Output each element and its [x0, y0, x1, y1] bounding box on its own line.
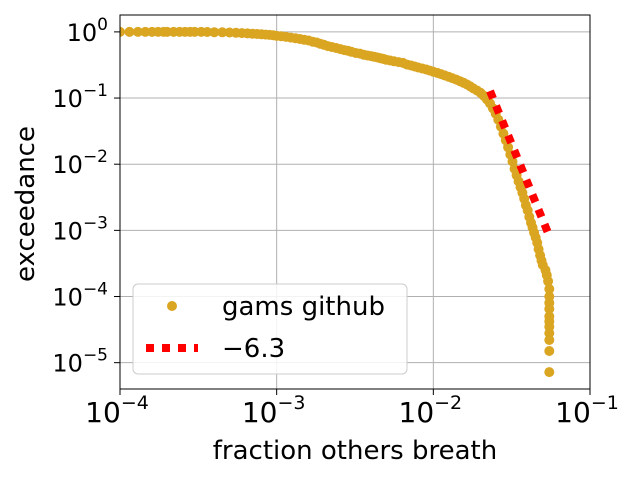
data-point — [544, 346, 555, 356]
data-point — [209, 27, 220, 38]
y-tick-label: 10−4 — [52, 280, 108, 312]
y-tick-label: 10−1 — [52, 81, 108, 113]
data-point — [544, 367, 555, 378]
plot-frame — [119, 14, 591, 390]
data-point — [202, 27, 213, 37]
x-tick-label: 10−2 — [399, 392, 463, 429]
data-point — [543, 276, 554, 287]
legend-label-gams-github: gams github — [222, 292, 385, 322]
x-tick-label: 10−4 — [85, 392, 149, 429]
y-tick-label: 100 — [67, 15, 108, 47]
x-axis-label: fraction others breath — [213, 436, 497, 466]
data-point — [544, 284, 555, 294]
legend-box — [132, 283, 408, 375]
y-tick-label: 10−2 — [52, 147, 108, 179]
data-point — [132, 26, 143, 37]
data-point — [217, 27, 228, 38]
data-point — [544, 303, 555, 314]
fit-line — [486, 89, 554, 240]
data-point — [544, 328, 555, 339]
legend-label-fit-line: −6.3 — [222, 334, 285, 364]
y-axis-label: exceedance — [11, 126, 41, 282]
data-point — [544, 335, 555, 345]
data-point — [124, 26, 135, 37]
y-tick-label: 10−3 — [52, 213, 108, 245]
legend: gams github −6.3 — [132, 283, 408, 375]
x-tick-label: 10−1 — [555, 392, 619, 429]
y-tick-label: 10−5 — [52, 346, 108, 378]
data-layer — [120, 26, 555, 378]
tick-layer: 10−4 10−3 10−2 10−1 100 10−1 10−2 10−3 10−4 10−5 — [52, 15, 618, 429]
data-point — [120, 26, 125, 37]
legend-marker-gams-github — [167, 301, 177, 311]
x-tick-label: 10−3 — [242, 392, 306, 429]
